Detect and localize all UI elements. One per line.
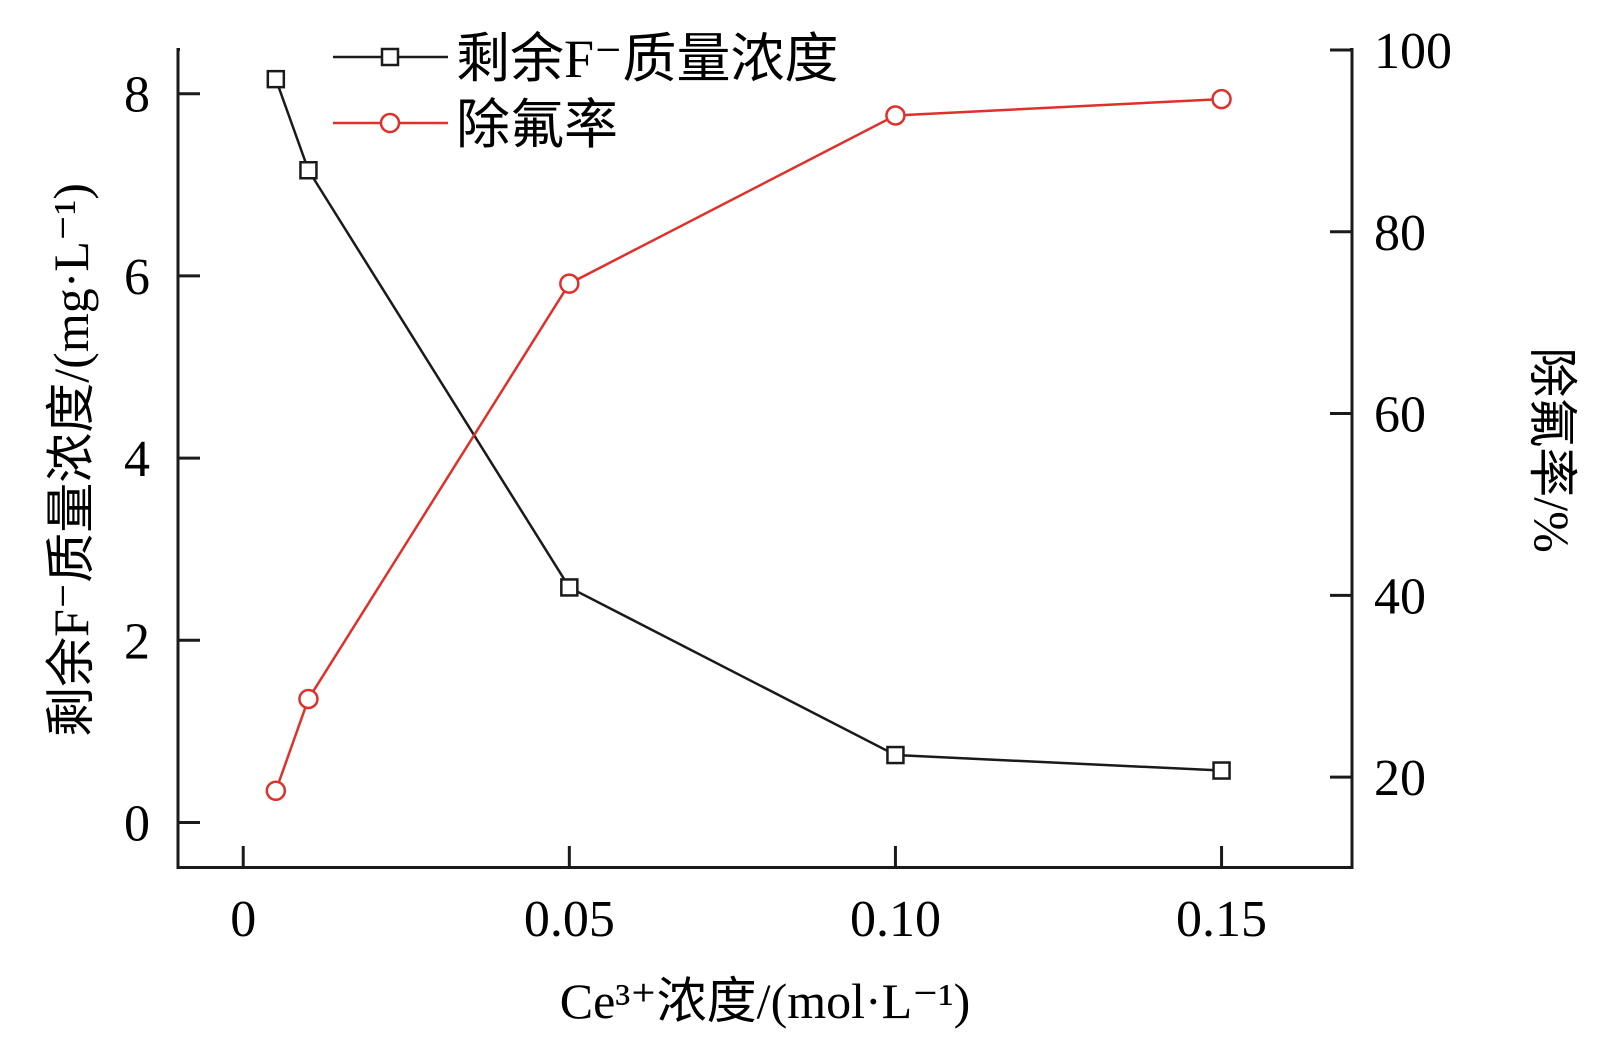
x-tick-label: 0	[230, 891, 256, 948]
legend-label: 除氟率	[456, 95, 618, 155]
y-axis-label: 剩余F⁻质量浓度/(mg·L⁻¹)	[43, 183, 99, 737]
y-tick-label: 6	[124, 249, 150, 306]
series-line-0	[274, 78, 1222, 772]
data-point	[560, 578, 579, 597]
y2-axis-label: 除氟率/%	[1524, 347, 1580, 553]
y2-tick-label: 100	[1374, 23, 1452, 80]
plot-frame	[176, 48, 1354, 869]
y-tick-label: 0	[124, 795, 150, 852]
y-tick-label: 8	[124, 67, 150, 124]
y2-tick-label: 80	[1374, 205, 1426, 262]
series-line-1	[274, 97, 1222, 792]
y2-tick-label: 60	[1374, 387, 1426, 444]
x-tick-label: 0.10	[850, 891, 941, 948]
data-point	[1212, 761, 1231, 780]
legend-label: 剩余F⁻质量浓度	[456, 29, 839, 89]
data-point	[298, 688, 319, 710]
data-point	[559, 273, 580, 294]
x-tick-label: 0.15	[1176, 891, 1267, 948]
legend-marker	[380, 47, 400, 67]
data-point	[299, 160, 318, 180]
data-point	[886, 745, 905, 765]
x-axis-label: Ce³⁺浓度/(mol·L⁻¹)	[560, 973, 970, 1029]
axes: 0 0.05 0.10 0.15 0 2 4 6 8 20 40 60 80 100	[124, 23, 1452, 948]
data-point	[1211, 88, 1232, 110]
x-tick-label: 0.05	[524, 891, 615, 948]
data-point	[266, 69, 286, 89]
legend-marker	[379, 112, 401, 134]
y2-tick-label: 40	[1374, 568, 1426, 625]
y-tick-label: 4	[124, 431, 150, 488]
y-tick-label: 2	[124, 613, 150, 670]
data-point	[885, 105, 906, 126]
data-point	[265, 780, 287, 801]
marks	[265, 69, 1232, 801]
y2-tick-label: 20	[1374, 750, 1426, 807]
